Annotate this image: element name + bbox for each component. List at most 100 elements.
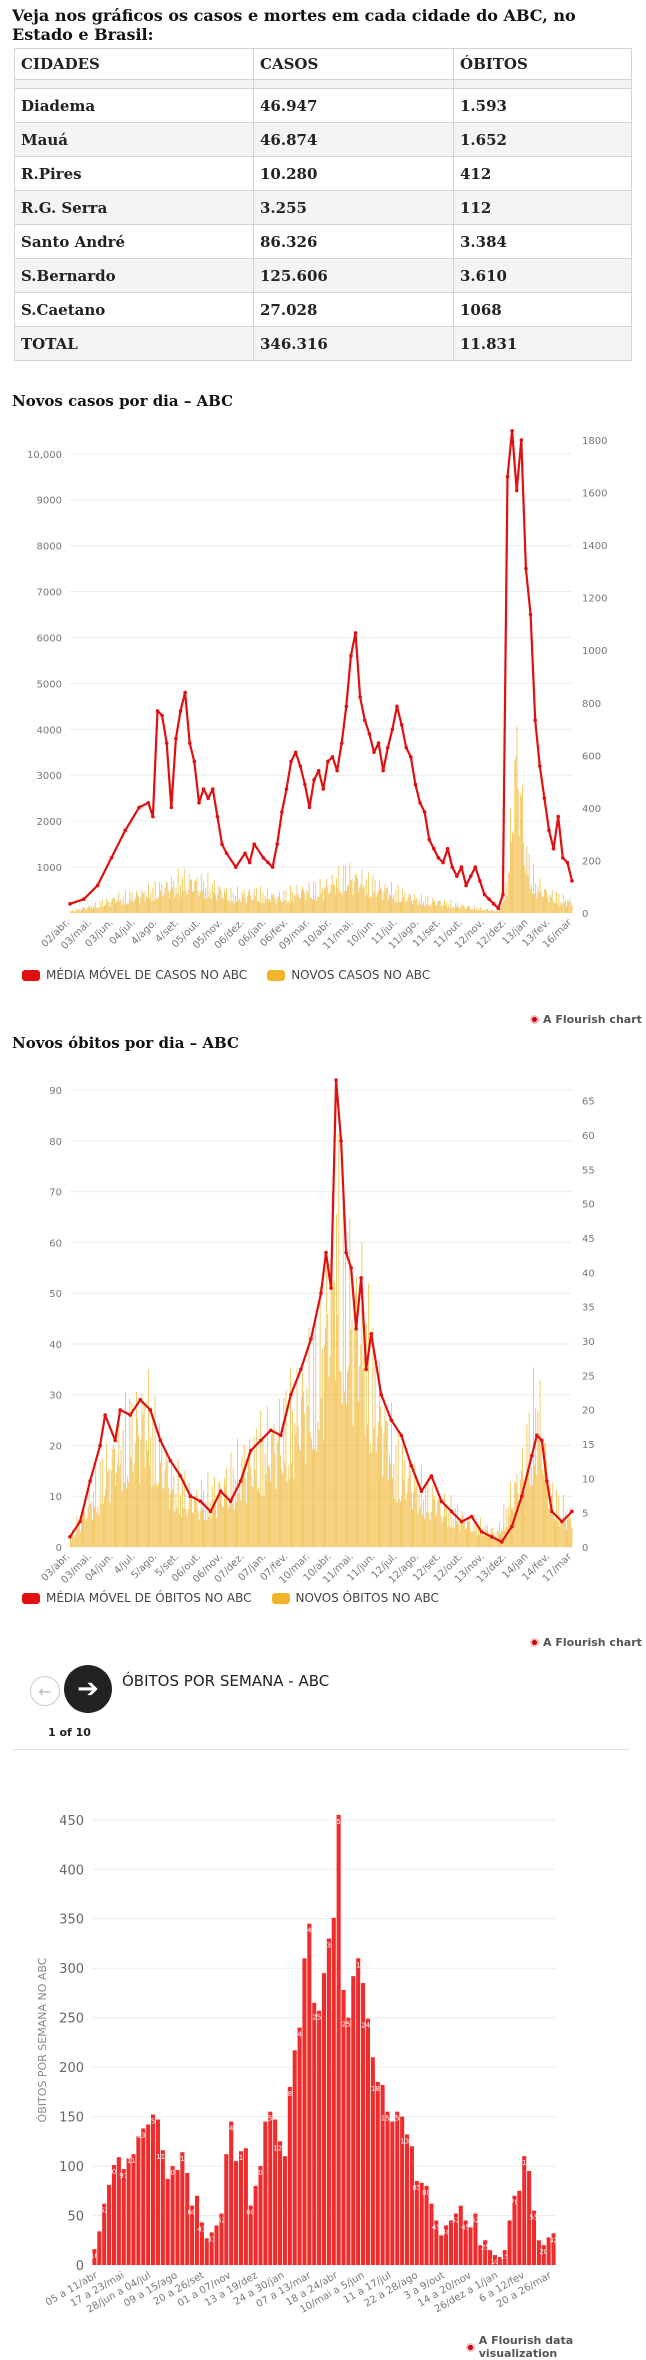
daily-bar — [184, 868, 186, 913]
daily-bar — [112, 897, 114, 913]
daily-bar — [413, 900, 414, 913]
daily-bar — [412, 904, 413, 913]
bar-data-label: 310 — [352, 1961, 365, 1969]
y-right-tick-label: 30 — [582, 1337, 595, 1348]
cases-cell: 3.255 — [253, 190, 454, 225]
daily-bar — [82, 1514, 83, 1547]
daily-bar — [299, 898, 301, 913]
moving-average-point — [113, 1438, 117, 1443]
moving-average-point — [473, 865, 478, 869]
daily-bar — [334, 1282, 335, 1547]
moving-average-point — [496, 906, 501, 911]
daily-bar — [167, 1487, 169, 1547]
daily-bar — [530, 1466, 532, 1547]
daily-bar — [280, 899, 281, 913]
daily-bar — [312, 899, 313, 913]
weekly-bar — [204, 2238, 209, 2265]
weekly-bar — [380, 2084, 385, 2265]
daily-bar — [560, 1518, 562, 1547]
daily-bar — [220, 1490, 222, 1547]
daily-bar — [206, 898, 208, 913]
daily-bar — [568, 901, 570, 913]
daily-bar — [144, 901, 146, 913]
moving-average-point — [146, 800, 151, 805]
daily-bar — [215, 1505, 216, 1547]
daily-bar — [177, 1459, 179, 1547]
daily-bar — [145, 896, 147, 913]
daily-bar — [152, 1419, 154, 1547]
daily-bar — [285, 889, 287, 913]
weekly-bar — [297, 2027, 302, 2265]
daily-bar — [222, 1506, 224, 1547]
moving-average-point — [349, 654, 353, 658]
cases-chart-title: Novos casos por dia – ABC — [12, 392, 234, 410]
daily-bar — [539, 1380, 541, 1547]
daily-bar — [277, 1435, 279, 1547]
daily-bar — [231, 901, 233, 913]
daily-bar — [298, 1446, 300, 1547]
daily-bar — [519, 793, 521, 913]
moving-average-point — [556, 814, 560, 819]
prev-slide-button[interactable]: ← — [30, 1676, 60, 1706]
daily-bar — [537, 1411, 539, 1547]
bar-data-label: 110 — [518, 2159, 531, 2167]
moving-average-point — [399, 1433, 404, 1438]
flourish-credit-2[interactable]: A Flourish chart — [530, 1636, 642, 1649]
daily-bar — [290, 1368, 291, 1547]
daily-bar — [368, 871, 369, 913]
y-tick-label: 50 — [67, 2210, 84, 2225]
daily-bar — [479, 1534, 480, 1547]
flourish-credit-1[interactable]: A Flourish chart — [530, 1013, 642, 1026]
daily-bar — [176, 893, 178, 913]
weekly-deaths-chart: 0 50 100 150 200 250 300 350 400 450 ÓBITOS POR SE… — [36, 1814, 558, 2316]
flourish-credit-3[interactable]: A Flourish data visualization — [466, 2334, 646, 2360]
daily-bar — [394, 901, 396, 913]
daily-bar — [246, 903, 247, 913]
daily-bar — [209, 1501, 211, 1547]
daily-bar — [484, 1525, 486, 1547]
daily-bar — [93, 905, 94, 913]
moving-average-point — [123, 828, 128, 833]
col-header-cases: CASOS — [253, 48, 454, 80]
daily-bar — [216, 900, 218, 913]
daily-bar — [433, 1499, 434, 1547]
daily-bar — [387, 1479, 389, 1547]
credit-text: A Flourish chart — [543, 1636, 642, 1649]
moving-average-point — [187, 741, 192, 745]
weekly-bar — [302, 1958, 307, 2265]
daily-bar — [505, 881, 507, 913]
daily-bar — [501, 904, 502, 913]
arrow-left-icon: ← — [38, 1681, 52, 1701]
daily-bar — [422, 905, 423, 913]
daily-bar — [288, 1479, 290, 1547]
next-slide-button[interactable]: ➔ — [64, 1665, 112, 1713]
daily-bar — [450, 900, 452, 913]
daily-bar — [108, 1468, 110, 1547]
daily-bar — [315, 882, 317, 913]
daily-bar — [194, 1496, 196, 1547]
daily-bar — [548, 902, 550, 913]
daily-bar — [383, 891, 385, 913]
daily-bar — [325, 1328, 326, 1547]
moving-average-point — [478, 879, 482, 883]
daily-bar — [353, 1329, 355, 1547]
daily-bar — [82, 908, 83, 913]
moving-average-point — [275, 842, 280, 846]
daily-bar — [404, 892, 406, 913]
daily-bar — [372, 1327, 374, 1547]
cases-cell: 125.606 — [253, 258, 454, 293]
daily-bar — [448, 1512, 450, 1547]
bar-data-label: 115 — [234, 2154, 247, 2162]
y-right-tick-label: 0 — [582, 1543, 588, 1554]
daily-bar — [85, 1520, 87, 1547]
daily-bar — [387, 899, 389, 913]
daily-bar — [384, 884, 386, 913]
daily-bar — [527, 876, 529, 913]
daily-bar — [396, 902, 398, 913]
daily-bar — [482, 1531, 484, 1547]
daily-bar — [302, 886, 303, 913]
bar-data-label: 45 — [461, 2223, 470, 2231]
weekly-bar — [551, 2233, 556, 2265]
moving-average-point — [520, 1494, 524, 1499]
daily-bar — [189, 1493, 191, 1547]
